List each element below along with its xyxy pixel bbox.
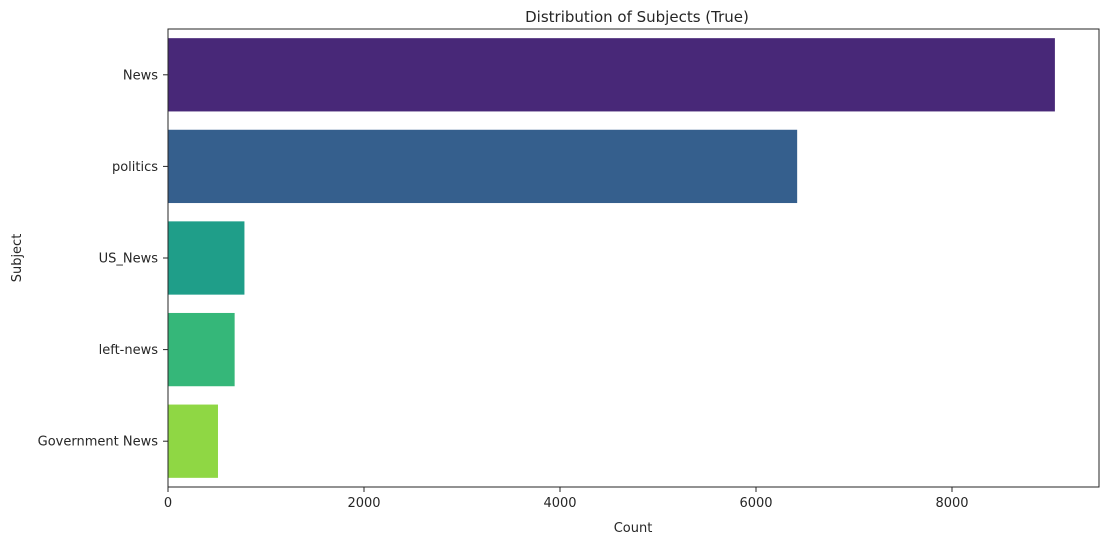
bar-left-news bbox=[168, 312, 235, 387]
x-axis-label: Count bbox=[614, 521, 653, 536]
y-tick-label: politics bbox=[112, 160, 158, 175]
bar-politics bbox=[168, 129, 798, 204]
bar-government-news bbox=[168, 404, 218, 478]
x-tick-label: 0 bbox=[164, 496, 172, 511]
y-tick-label: Government News bbox=[38, 435, 159, 450]
x-tick-label: 6000 bbox=[739, 496, 772, 511]
y-tick-label: News bbox=[123, 68, 158, 83]
bar-news bbox=[168, 38, 1055, 112]
y-axis: News politics US_News left-news Government N… bbox=[38, 68, 168, 450]
x-tick-label: 4000 bbox=[543, 496, 576, 511]
x-axis: 0 2000 4000 6000 8000 bbox=[164, 487, 969, 511]
chart-title: Distribution of Subjects (True) bbox=[525, 8, 749, 26]
y-axis-label: Subject bbox=[10, 234, 25, 283]
y-tick-label: US_News bbox=[99, 252, 159, 267]
bars-group bbox=[168, 38, 1055, 478]
y-tick-label: left-news bbox=[99, 343, 159, 358]
x-tick-label: 2000 bbox=[347, 496, 380, 511]
bar-us-news bbox=[168, 221, 245, 295]
x-tick-label: 8000 bbox=[935, 496, 968, 511]
